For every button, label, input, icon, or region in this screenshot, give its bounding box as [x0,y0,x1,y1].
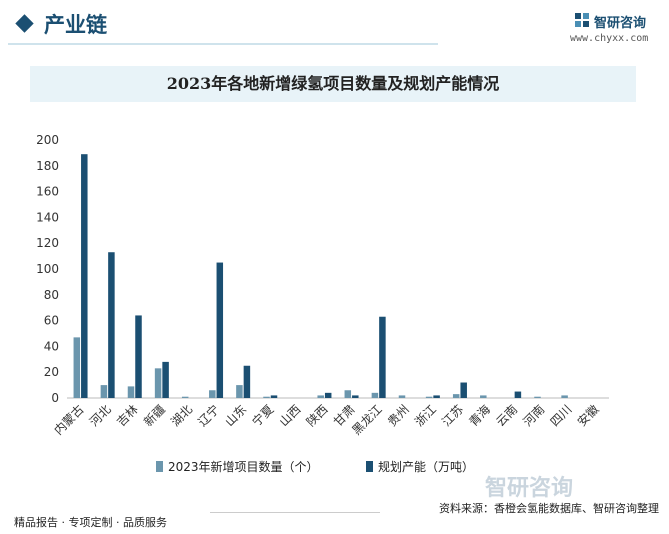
x-category-label: 新疆 [140,402,168,430]
x-category-label: 辽宁 [195,402,223,430]
y-tick-label: 100 [36,262,59,276]
y-tick-label: 140 [36,210,59,224]
legend-label: 2023年新增项目数量（个） [168,459,319,474]
chart-title-band [30,66,636,102]
x-category-label: 云南 [493,402,521,430]
bottom-watermark-logo: 智研咨询 [485,476,574,501]
header-bar: 产业链 智研咨询 www.chyxx.com [0,0,669,55]
bar-count-11 [371,392,379,398]
x-category-label: 河北 [87,402,114,429]
x-category-label: 宁夏 [249,402,277,430]
brand-logo-url: www.chyxx.com [570,33,649,44]
bar-count-4 [181,396,189,398]
header-divider [8,43,438,45]
bar-count-9 [317,395,324,398]
brand-logo-name: 智研咨询 [594,16,647,31]
footer-source: 资料来源：香橙会氢能数据库、智研咨询整理 [439,502,659,515]
bar-capacity-3 [162,361,169,398]
legend-swatch [366,461,373,472]
bar-capacity-13 [433,395,440,398]
x-category-label: 四川 [548,402,575,429]
bar-count-5 [209,390,216,398]
bar-capacity-14 [460,382,467,398]
y-tick-label: 160 [36,185,59,199]
y-tick-label: 20 [44,365,59,379]
bar-capacity-11 [379,316,386,398]
bar-capacity-16 [514,391,522,398]
x-category-label: 黑龙江 [349,402,384,437]
x-category-label: 陕西 [303,402,331,430]
y-tick-label: 120 [36,236,59,250]
bar-count-7 [263,396,270,398]
bar-count-13 [425,396,433,398]
bar-count-6 [236,385,243,398]
chart-title: 2023年各地新增绿氢项目数量及规划产能情况 [166,74,500,93]
x-category-label: 山东 [222,402,249,429]
x-category-label: 内蒙古 [51,402,87,438]
bar-count-10 [344,390,352,398]
y-tick-label: 180 [36,159,59,173]
x-category-label: 山西 [277,402,304,429]
bar-count-2 [127,386,135,398]
y-tick-label: 80 [44,288,59,302]
x-category-label: 河南 [520,402,548,430]
bar-count-1 [100,385,108,398]
x-category-label: 青海 [466,402,494,430]
bar-count-14 [452,394,460,398]
bar-count-12 [398,395,406,398]
bar-capacity-10 [352,395,359,398]
bar-count-15 [480,395,487,398]
bar-capacity-1 [108,252,115,398]
bar-capacity-2 [135,315,142,398]
brand-logo-icon [575,13,589,27]
x-category-label: 吉林 [114,402,141,429]
x-category-label: 贵州 [385,402,412,429]
x-category-label: 江苏 [439,402,466,429]
x-category-label: 浙江 [412,402,439,429]
y-tick-label: 40 [44,339,59,353]
bar-capacity-7 [270,395,278,398]
bar-capacity-5 [216,262,224,398]
y-tick-label: 0 [51,391,59,405]
y-tick-label: 60 [44,314,59,328]
bar-capacity-0 [81,154,88,398]
x-category-label: 安徽 [574,402,602,430]
footer-divider [210,512,380,513]
bar-count-17 [534,396,541,398]
section-title: 产业链 [44,13,107,37]
bar-count-0 [73,337,81,398]
x-category-label: 湖北 [167,402,195,430]
y-tick-label: 200 [36,133,59,147]
bar-count-18 [561,395,568,398]
bar-capacity-9 [324,392,332,398]
bar-capacity-6 [243,365,251,398]
bar-count-3 [154,368,162,398]
legend-label: 规划产能（万吨） [378,459,474,474]
legend-swatch [156,461,163,472]
footer-tagline: 精品报告 · 专项定制 · 品质服务 [14,516,167,529]
